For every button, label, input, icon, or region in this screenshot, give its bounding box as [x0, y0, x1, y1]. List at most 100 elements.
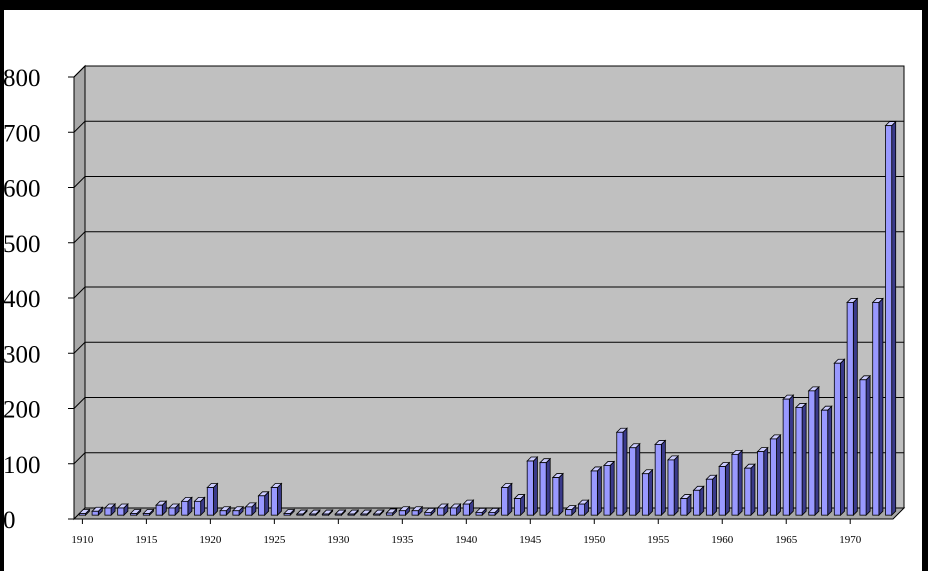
bar-front [270, 487, 278, 516]
bar-front [680, 498, 688, 516]
gridline-side [73, 231, 86, 244]
bar-side [852, 297, 858, 517]
bar-front [245, 506, 253, 516]
bar-front [258, 495, 266, 516]
y-tick-label: 700 [3, 120, 41, 147]
bar-1932 [359, 509, 372, 517]
bar-front [475, 511, 483, 516]
bar-side [596, 465, 602, 517]
bar-1930 [334, 509, 347, 517]
bar-front [360, 513, 368, 516]
bar-1915 [142, 508, 155, 517]
y-tick-label: 800 [3, 65, 41, 92]
x-tick-label: 1920 [199, 534, 222, 546]
bar-front [334, 513, 342, 516]
bar-side [814, 385, 820, 517]
bar-1962 [743, 463, 756, 517]
bar-1968 [820, 405, 833, 517]
bar-1916 [155, 500, 168, 517]
bar-front [296, 513, 304, 516]
y-tick-label: 200 [3, 397, 41, 424]
bar-1972 [871, 297, 884, 517]
bar-side [507, 482, 513, 517]
bar-1933 [372, 509, 385, 517]
bar-1935 [398, 505, 411, 517]
y-tick-label: 600 [3, 176, 41, 203]
bar-front [104, 507, 112, 516]
bar-front [552, 477, 560, 516]
bar-side [750, 463, 756, 517]
bar-1948 [564, 504, 577, 517]
bar-1925 [270, 482, 283, 517]
bar-front [526, 460, 534, 516]
bar-1954 [641, 468, 654, 517]
gridline-side [73, 286, 86, 299]
bar-side [558, 472, 564, 517]
bar-front [718, 466, 726, 516]
bar-1960 [718, 461, 731, 517]
y-tick-label: 400 [3, 286, 41, 313]
bar-1956 [666, 454, 680, 517]
gridline-side [73, 452, 86, 465]
bar-1937 [423, 507, 436, 517]
bar-1947 [551, 472, 564, 517]
bar-side [648, 468, 653, 517]
bar-side [763, 446, 769, 517]
bar-front [654, 444, 662, 516]
bar-front [501, 487, 509, 516]
bar-side [609, 460, 615, 517]
bar-front [232, 510, 240, 516]
bar-front [616, 431, 624, 516]
bar-front [91, 510, 99, 516]
bar-1950 [590, 465, 603, 517]
bar-1957 [679, 493, 692, 517]
bar-1931 [347, 509, 360, 517]
x-tick-label: 1955 [647, 534, 670, 546]
bar-1921 [219, 505, 232, 517]
bar-side [699, 485, 705, 517]
bar-1913 [116, 503, 129, 517]
bar-side [776, 433, 781, 517]
bar-front [744, 467, 752, 516]
bar-1914 [129, 508, 142, 517]
bar-front [168, 507, 176, 516]
bar-front [347, 513, 355, 516]
bar-front [629, 447, 637, 516]
bar-1967 [807, 385, 820, 517]
bar-front [194, 500, 202, 516]
bar-1944 [513, 493, 526, 517]
bar-front [181, 500, 189, 516]
bar-1917 [167, 503, 181, 517]
bar-front [206, 487, 214, 516]
bar-1941 [475, 507, 488, 517]
bar-1911 [91, 506, 104, 517]
bar-1946 [539, 457, 552, 517]
bar-1943 [500, 482, 513, 517]
bar-1949 [577, 499, 590, 517]
x-tick-label: 1950 [583, 534, 606, 546]
bar-side [660, 439, 666, 517]
bar-front [424, 511, 432, 516]
bar-side [801, 402, 807, 517]
bar-1919 [193, 496, 206, 517]
bar-side [673, 454, 679, 517]
bar-front [859, 379, 867, 516]
bar-front [833, 362, 841, 516]
bar-side [277, 482, 282, 517]
bar-1912 [103, 503, 117, 517]
gridline-side [73, 341, 86, 354]
bar-front [386, 512, 394, 516]
bar-side [532, 456, 538, 517]
bar-front [757, 451, 765, 516]
bar-front [565, 509, 573, 516]
bar-front [462, 503, 470, 516]
y-tick-label: 500 [3, 231, 41, 258]
bar-series [78, 120, 897, 517]
bar-front [398, 510, 406, 516]
x-tick-label: 1970 [839, 534, 862, 546]
bar-front [872, 302, 880, 516]
gridline-side [73, 397, 86, 409]
bar-front [437, 507, 445, 516]
bar-front [309, 513, 317, 516]
x-tick-label: 1965 [775, 534, 798, 546]
